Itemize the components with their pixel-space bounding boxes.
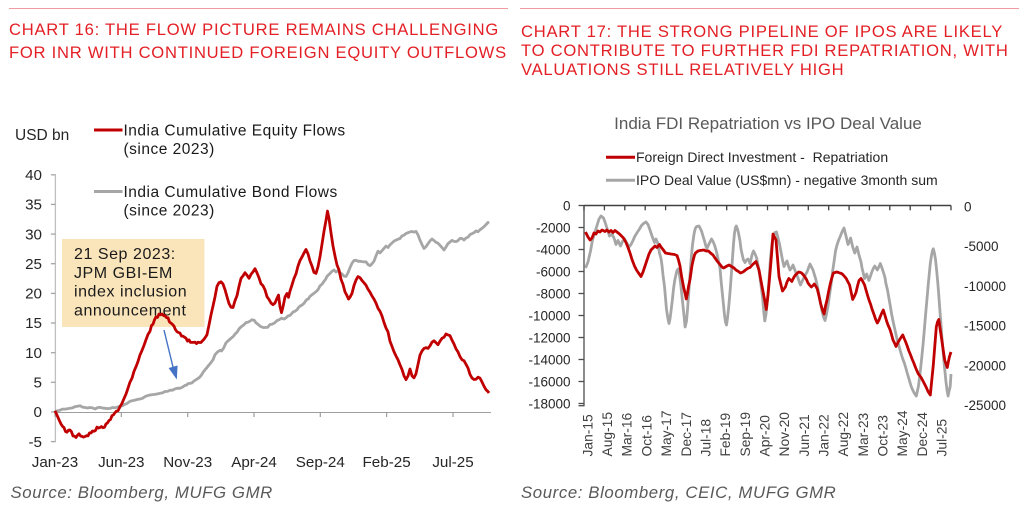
svg-text:10: 10 [25, 345, 42, 362]
svg-text:Apr-20: Apr-20 [757, 415, 772, 457]
svg-text:20: 20 [25, 286, 42, 303]
svg-text:Mar-16: Mar-16 [620, 412, 635, 456]
svg-text:May-17: May-17 [659, 410, 674, 456]
svg-text:-20000: -20000 [964, 358, 1006, 373]
svg-text:India Cumulative Equity Flows: India Cumulative Equity Flows [124, 122, 346, 139]
svg-text:-4000: -4000 [536, 242, 571, 257]
svg-text:Feb-19: Feb-19 [718, 412, 733, 456]
svg-text:-15000: -15000 [964, 319, 1006, 334]
svg-text:(since 2023): (since 2023) [124, 203, 215, 220]
svg-text:-5: -5 [28, 434, 42, 451]
svg-text:0: 0 [563, 198, 571, 213]
svg-text:IPO Deal Value (US$mn) - negat: IPO Deal Value (US$mn) - negative 3month… [636, 172, 938, 188]
svg-text:Dec-17: Dec-17 [679, 412, 694, 456]
svg-text:0: 0 [34, 404, 42, 421]
svg-text:-5000: -5000 [964, 239, 999, 254]
svg-text:Sep-24: Sep-24 [296, 454, 345, 471]
svg-text:35: 35 [25, 197, 42, 214]
svg-text:Apr-24: Apr-24 [231, 454, 277, 471]
svg-text:Oct-23: Oct-23 [876, 415, 891, 457]
svg-text:-2000: -2000 [536, 220, 571, 235]
svg-text:index inclusion: index inclusion [74, 284, 187, 301]
svg-text:Sep-19: Sep-19 [738, 412, 753, 457]
svg-text:-10000: -10000 [528, 308, 570, 323]
svg-text:Aug-15: Aug-15 [600, 412, 615, 457]
svg-text:15: 15 [25, 315, 42, 332]
svg-text:Aug-22: Aug-22 [836, 412, 851, 457]
svg-text:Foreign Direct Investment - R: Foreign Direct Investment - Repatriation [636, 149, 888, 165]
svg-text:Jan-22: Jan-22 [816, 414, 831, 456]
svg-text:Jan-23: Jan-23 [32, 454, 78, 471]
svg-text:40: 40 [25, 167, 42, 184]
svg-text:-6000: -6000 [536, 264, 571, 279]
svg-text:Mar-23: Mar-23 [856, 412, 871, 456]
svg-text:Jul-25: Jul-25 [935, 419, 950, 457]
svg-text:-14000: -14000 [528, 352, 570, 367]
svg-text:-16000: -16000 [528, 374, 570, 389]
svg-text:25: 25 [25, 256, 42, 273]
svg-text:30: 30 [25, 226, 42, 243]
svg-text:Jan-15: Jan-15 [580, 414, 595, 457]
svg-text:Jul-18: Jul-18 [698, 419, 713, 457]
svg-text:Nov-20: Nov-20 [777, 412, 792, 457]
svg-text:5: 5 [34, 375, 42, 392]
svg-text:(since 2023): (since 2023) [124, 141, 215, 158]
svg-text:-10000: -10000 [964, 279, 1006, 294]
svg-text:Dec-24: Dec-24 [915, 412, 930, 457]
svg-text:May-24: May-24 [895, 410, 910, 456]
svg-text:Feb-25: Feb-25 [363, 454, 411, 471]
svg-text:India FDI Repatriation vs IPO: India FDI Repatriation vs IPO Deal Value [614, 114, 922, 133]
svg-text:Oct-16: Oct-16 [639, 415, 654, 457]
svg-text:Jun-23: Jun-23 [98, 454, 144, 471]
svg-text:Jun-21: Jun-21 [797, 414, 812, 456]
svg-text:0: 0 [964, 200, 972, 215]
svg-text:Jul-25: Jul-25 [432, 454, 473, 471]
svg-text:21 Sep 2023:: 21 Sep 2023: [74, 246, 176, 263]
svg-text:announcement: announcement [74, 302, 186, 319]
svg-text:-12000: -12000 [528, 330, 570, 345]
svg-text:India Cumulative Bond Flows: India Cumulative Bond Flows [124, 184, 338, 201]
svg-text:-8000: -8000 [536, 286, 571, 301]
svg-text:JPM GBI-EM: JPM GBI-EM [74, 265, 173, 282]
svg-text:USD bn: USD bn [15, 127, 69, 144]
svg-text:-18000: -18000 [528, 396, 570, 411]
svg-text:-25000: -25000 [964, 398, 1006, 413]
svg-text:Nov-23: Nov-23 [163, 454, 212, 471]
